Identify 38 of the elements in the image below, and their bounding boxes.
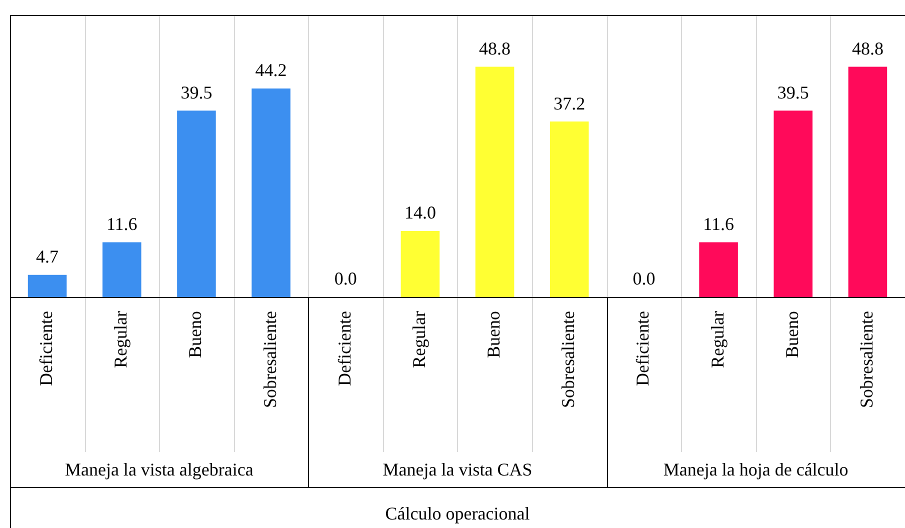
- bar: [400, 230, 440, 297]
- x-tick-label: Sobresaliente: [558, 311, 578, 408]
- x-tick-label: Regular: [707, 311, 728, 368]
- x-tick-label: Regular: [408, 311, 429, 368]
- bar: [252, 88, 290, 297]
- data-label: 4.7: [36, 246, 59, 267]
- data-label: 11.6: [703, 214, 734, 234]
- bar: [475, 66, 514, 297]
- x-tick-label: Deficiente: [36, 310, 56, 386]
- data-label: 14.0: [404, 202, 436, 223]
- bar: [774, 110, 813, 297]
- x-tick-label: Bueno: [484, 311, 504, 358]
- x-tick-label: Deficiente: [334, 310, 354, 386]
- bar: [28, 274, 67, 297]
- bar: [550, 122, 589, 297]
- data-label: 48.8: [479, 38, 511, 59]
- text: Maneja la vista algebraica: [64, 460, 254, 480]
- data-label: 0.0: [632, 268, 656, 289]
- x-tick-label: Deficiente: [632, 310, 653, 386]
- data-label: 37.2: [554, 93, 586, 114]
- text: Maneja la hoja de cálculo: [663, 460, 848, 480]
- data-label: 39.5: [777, 82, 809, 102]
- data-label: 39.5: [180, 82, 212, 102]
- bar: [177, 110, 216, 297]
- bar: [848, 66, 888, 297]
- x-tick-label: Bueno: [782, 311, 802, 358]
- bar: [699, 242, 738, 297]
- x-tick-label: Regular: [110, 311, 131, 368]
- text: Maneja la vista CAS: [382, 460, 532, 480]
- data-label: 0.0: [334, 268, 357, 289]
- x-tick-label: Bueno: [185, 311, 206, 358]
- bar: [102, 242, 142, 297]
- data-label: 48.8: [852, 38, 884, 59]
- data-label: 44.2: [255, 60, 287, 80]
- data-label: 11.6: [106, 214, 138, 234]
- x-tick-label: Sobresaliente: [856, 311, 876, 408]
- x-tick-label: Sobresaliente: [260, 311, 280, 408]
- text: Cálculo operacional: [385, 504, 530, 524]
